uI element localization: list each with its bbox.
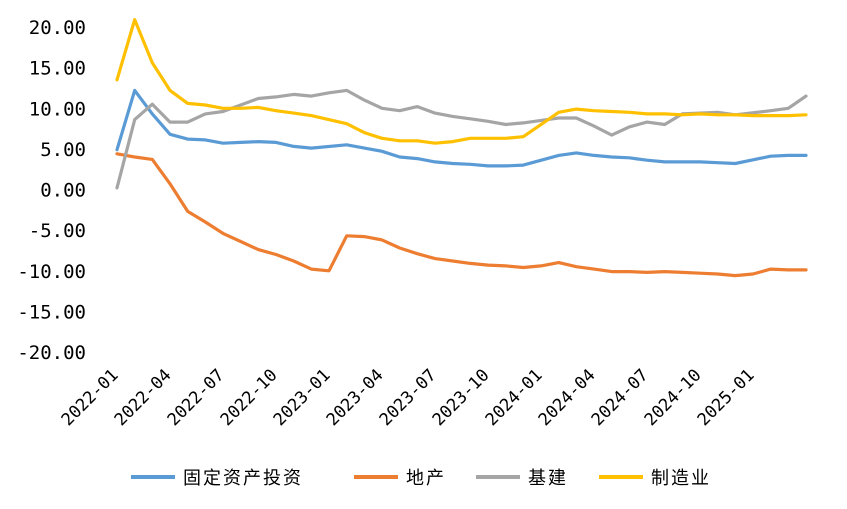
y-tick-label: 20.00 — [29, 17, 86, 39]
y-tick-label: 10.00 — [29, 98, 86, 120]
x-axis: 2022-012022-042022-072022-102023-012023-… — [58, 365, 759, 430]
y-tick-label: 15.00 — [29, 58, 86, 80]
y-tick-label: 5.00 — [40, 139, 86, 161]
x-tick-label: 2023-07 — [376, 365, 441, 430]
legend-item: 固定资产投资 — [131, 462, 303, 492]
legend-swatch — [599, 475, 643, 479]
x-tick-label: 2024-10 — [641, 365, 706, 430]
legend-swatch — [476, 475, 520, 479]
x-tick-label: 2024-04 — [535, 365, 600, 430]
legend-item: 基建 — [476, 462, 568, 492]
y-axis: 20.00 15.00 10.00 5.00 0.00 -5.00 -10.00 -15.00… — [17, 17, 86, 364]
legend-label: 地产 — [406, 468, 446, 489]
x-tick-label: 2022-10 — [217, 365, 282, 430]
y-tick-label: -5.00 — [29, 220, 86, 242]
x-tick-label: 2022-07 — [164, 365, 229, 430]
x-tick-label: 2022-01 — [58, 365, 123, 430]
legend: 固定资产投资 地产 基建 制造业 — [0, 462, 847, 492]
y-tick-label: 0.00 — [40, 180, 86, 202]
x-tick-label: 2022-04 — [111, 365, 176, 430]
y-tick-label: -15.00 — [17, 301, 86, 323]
series-layer — [115, 18, 808, 278]
x-tick-label: 2024-07 — [588, 365, 653, 430]
legend-swatch — [131, 475, 175, 479]
series-line-1 — [115, 152, 808, 278]
legend-item: 地产 — [354, 462, 446, 492]
legend-label: 基建 — [528, 468, 568, 489]
legend-item: 制造业 — [599, 462, 711, 492]
x-tick-label: 2023-01 — [270, 365, 335, 430]
y-tick-label: -10.00 — [17, 261, 86, 283]
x-tick-label: 2023-10 — [429, 365, 494, 430]
legend-swatch — [354, 475, 398, 479]
legend-label: 制造业 — [651, 468, 711, 489]
y-tick-label: -20.00 — [17, 342, 86, 364]
series-line-3 — [115, 18, 808, 145]
legend-label: 固定资产投资 — [183, 468, 303, 489]
x-tick-label: 2025-01 — [694, 365, 759, 430]
x-tick-label: 2023-04 — [323, 365, 388, 430]
x-tick-label: 2024-01 — [482, 365, 547, 430]
series-line-0 — [115, 88, 808, 168]
